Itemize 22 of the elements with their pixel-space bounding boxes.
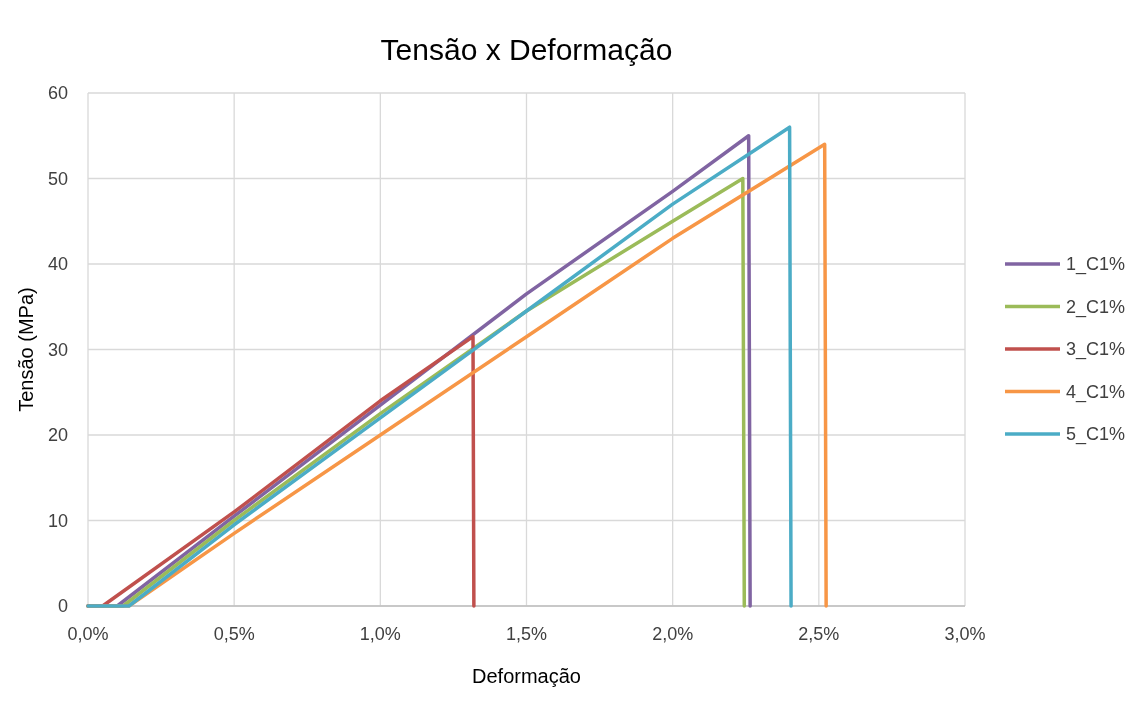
x-tick-label: 0,0% bbox=[67, 624, 109, 644]
x-tick-label: 1,0% bbox=[359, 624, 401, 644]
y-axis-title: Tensão (MPa) bbox=[15, 287, 37, 412]
chart-title: Tensão x Deformação bbox=[380, 33, 673, 66]
legend-label: 5_C1% bbox=[1066, 424, 1126, 445]
x-tick-label: 2,0% bbox=[652, 624, 694, 644]
x-tick-label: 0,5% bbox=[213, 624, 255, 644]
x-tick-label: 3,0% bbox=[944, 624, 986, 644]
x-tick-label: 1,5% bbox=[505, 624, 548, 644]
x-axis-title: Deformação bbox=[472, 665, 581, 687]
legend-label: 3_C1% bbox=[1066, 339, 1126, 360]
y-tick-label: 40 bbox=[47, 254, 68, 274]
x-tick-label: 2,5% bbox=[798, 624, 840, 644]
legend-label: 2_C1% bbox=[1066, 296, 1126, 318]
y-tick-label: 20 bbox=[47, 425, 68, 445]
y-tick-label: 50 bbox=[47, 168, 68, 189]
y-tick-label: 60 bbox=[47, 83, 68, 103]
y-tick-label: 10 bbox=[47, 510, 68, 531]
y-tick-label: 0 bbox=[57, 596, 68, 616]
legend-label: 4_C1% bbox=[1066, 381, 1126, 403]
y-tick-label: 30 bbox=[47, 339, 68, 360]
legend-label: 1_C1% bbox=[1066, 254, 1126, 275]
